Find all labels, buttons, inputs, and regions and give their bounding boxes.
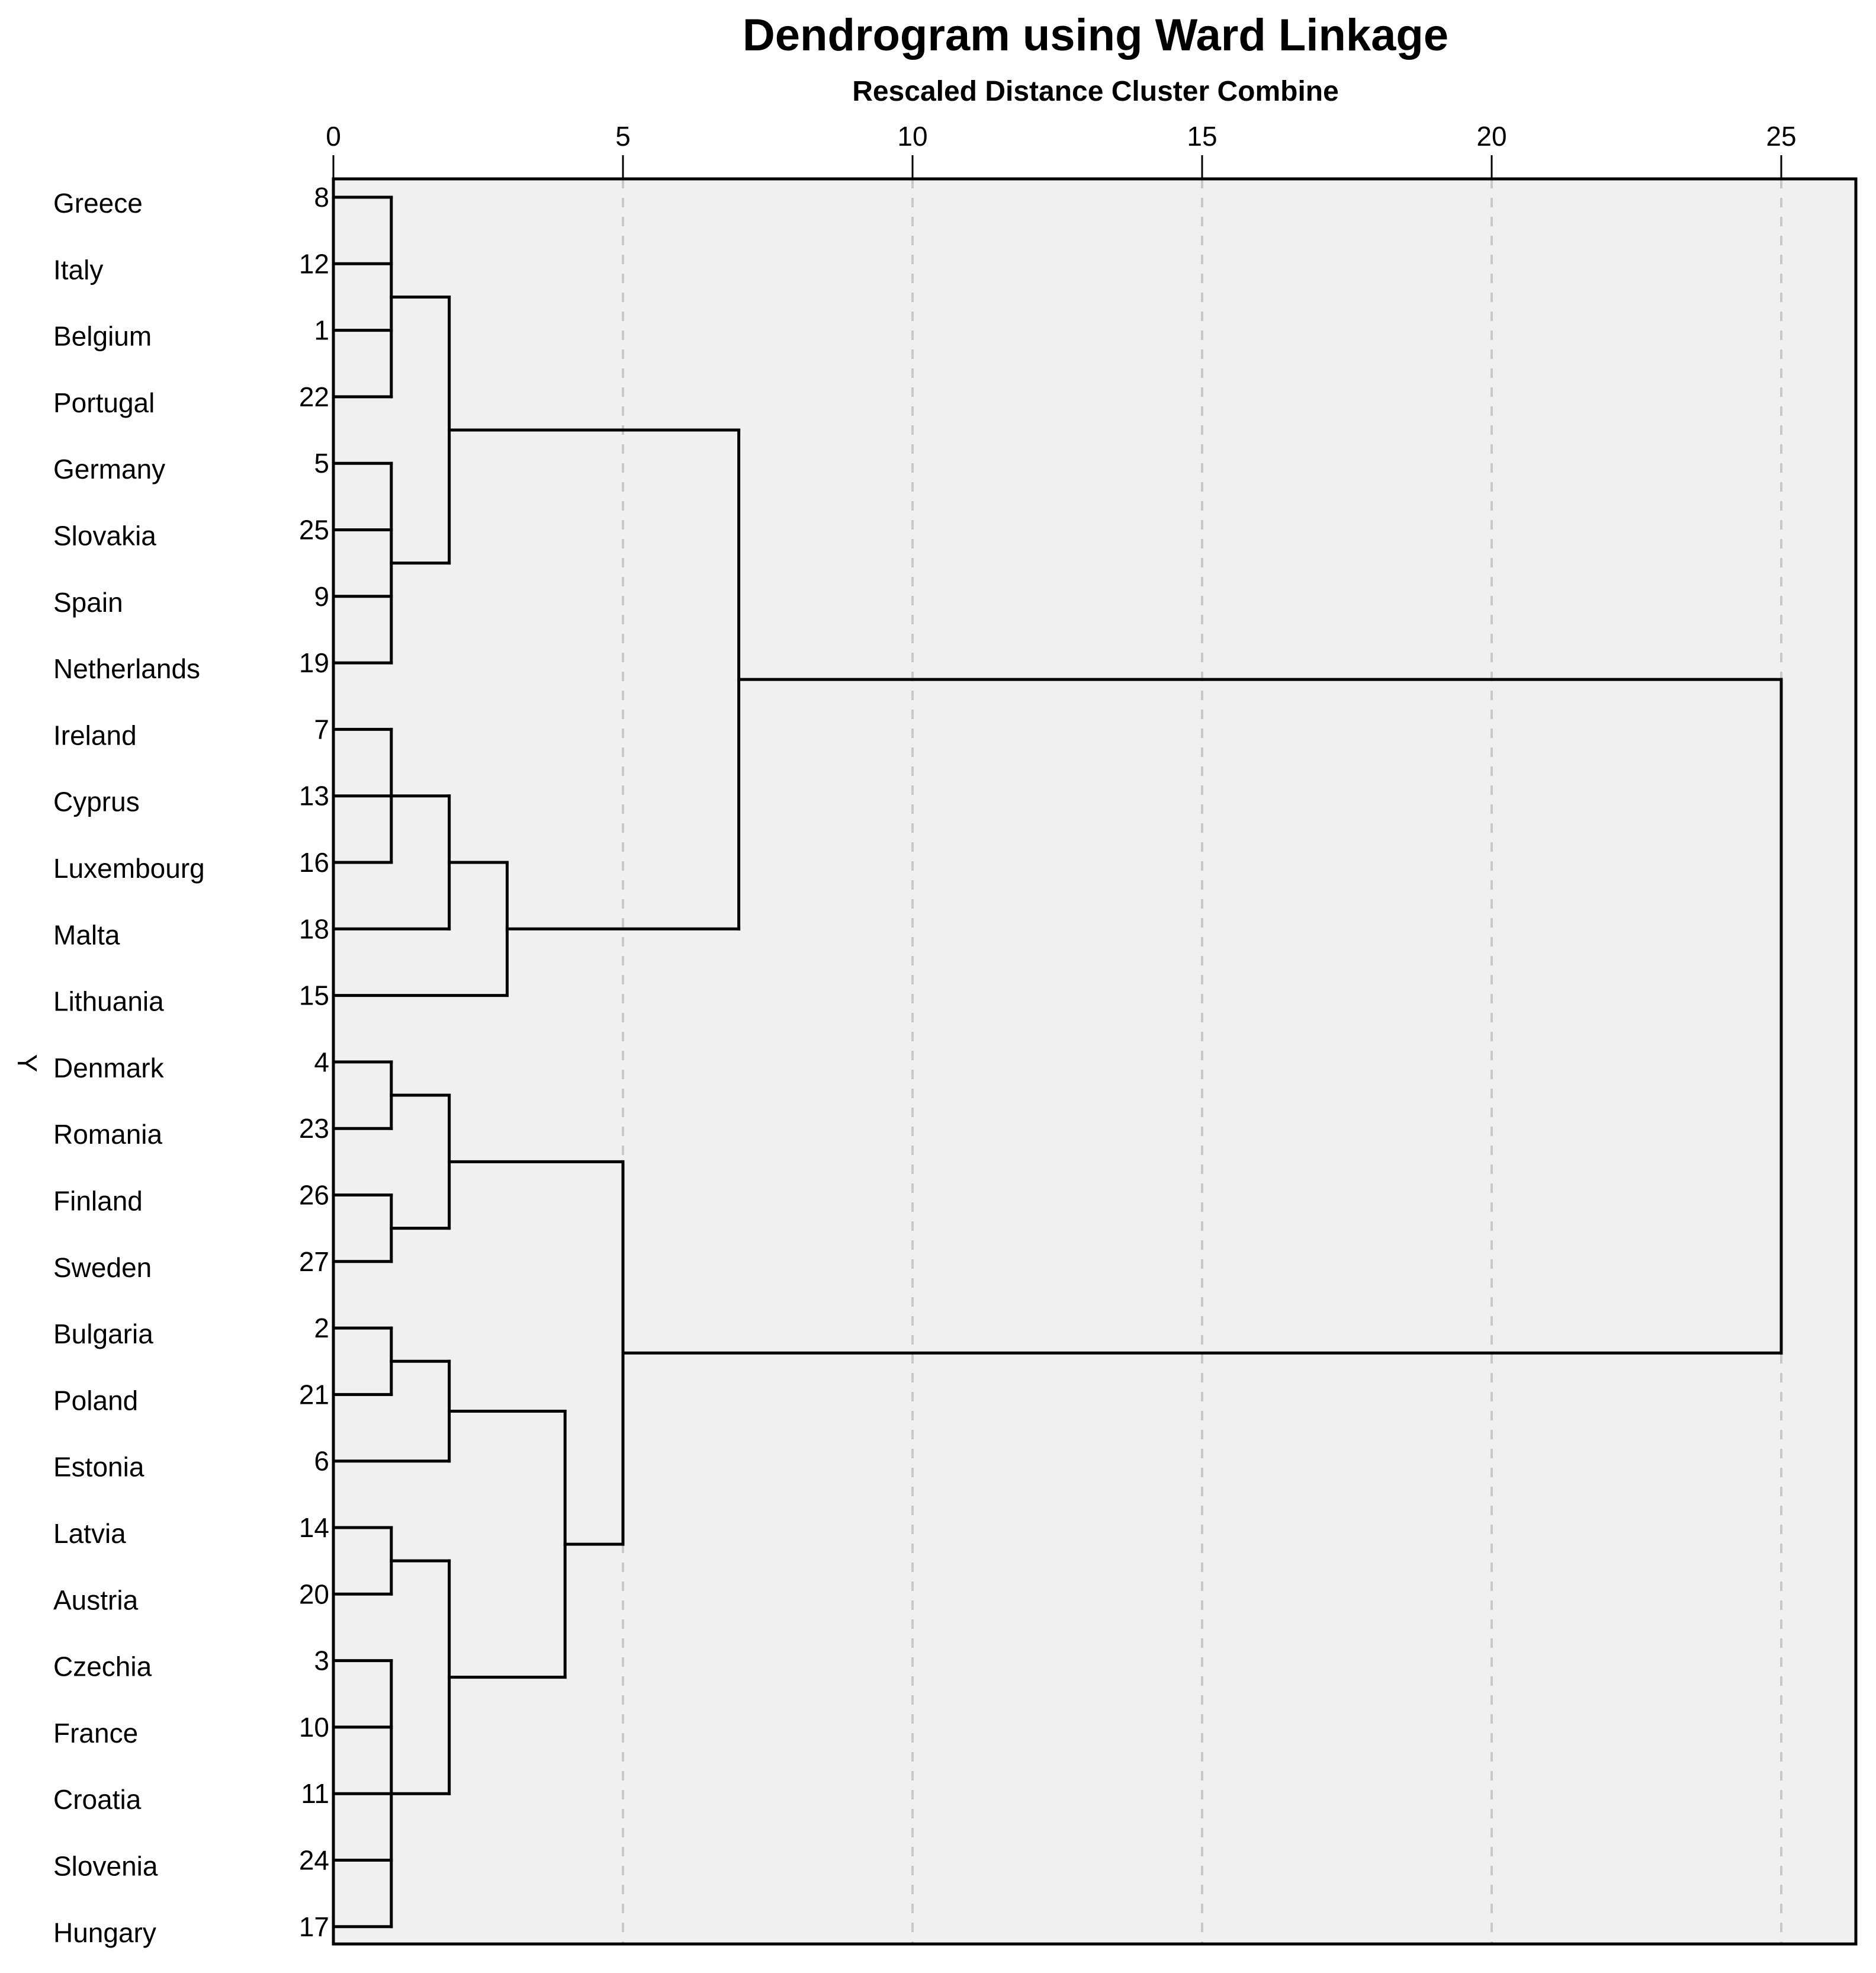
leaf-label: Spain — [53, 587, 123, 618]
leaf-labels: Greece 8 Italy 12 Belgium 1 Portugal 22 Germany 5… — [53, 182, 329, 1948]
case-number: 5 — [314, 448, 329, 479]
case-number: 20 — [299, 1579, 329, 1609]
leaf-label: Greece — [53, 188, 143, 219]
case-number: 8 — [314, 182, 329, 213]
leaf-label: Hungary — [53, 1917, 156, 1948]
leaf-label: Sweden — [53, 1252, 152, 1283]
leaf-label: Portugal — [53, 387, 155, 418]
leaf-label: Croatia — [53, 1784, 142, 1815]
case-number: 22 — [299, 381, 329, 412]
plot-area — [333, 179, 1856, 1944]
case-number: 12 — [299, 248, 329, 279]
case-number: 15 — [299, 980, 329, 1011]
case-number: 25 — [299, 515, 329, 546]
case-number: 26 — [299, 1180, 329, 1211]
leaf-label: Luxembourg — [53, 853, 205, 884]
case-number: 1 — [314, 315, 329, 346]
leaf-label: Belgium — [53, 321, 152, 352]
x-tick-label-5: 5 — [615, 121, 631, 152]
case-number: 13 — [299, 781, 329, 811]
case-number: 11 — [301, 1778, 329, 1809]
case-number: 16 — [299, 847, 329, 878]
leaf-label: Netherlands — [53, 653, 200, 684]
chart-title: Dendrogram using Ward Linkage — [743, 10, 1448, 60]
leaf-label: Malta — [53, 919, 120, 950]
leaf-label: Romania — [53, 1119, 163, 1150]
chart-subtitle: Rescaled Distance Cluster Combine — [852, 76, 1339, 107]
case-number: 10 — [299, 1712, 329, 1743]
x-tick-label-0: 0 — [326, 121, 341, 152]
x-tick-label-20: 20 — [1476, 121, 1506, 152]
case-number: 3 — [314, 1645, 329, 1676]
leaf-label: Bulgaria — [53, 1318, 153, 1349]
leaf-label: Slovenia — [53, 1851, 158, 1882]
case-number: 23 — [299, 1113, 329, 1144]
dendrogram-links — [332, 195, 1783, 1929]
leaf-label: Cyprus — [53, 787, 140, 817]
x-tick-label-25: 25 — [1766, 121, 1796, 152]
leaf-label: France — [53, 1718, 138, 1749]
leaf-label: Denmark — [53, 1053, 165, 1083]
case-number: 27 — [299, 1246, 329, 1277]
x-axis: 0 5 10 15 20 25 — [326, 121, 1797, 179]
leaf-label: Poland — [53, 1385, 138, 1416]
case-number: 9 — [314, 581, 329, 612]
leaf-label: Estonia — [53, 1452, 144, 1483]
case-number: 17 — [299, 1911, 329, 1942]
leaf-label: Latvia — [53, 1518, 126, 1549]
leaf-label: Czechia — [53, 1651, 152, 1682]
leaf-label: Finland — [53, 1186, 143, 1217]
case-number: 21 — [299, 1379, 329, 1410]
leaf-label: Italy — [53, 254, 103, 285]
case-number: 7 — [314, 714, 329, 745]
leaf-label: Lithuania — [53, 986, 164, 1017]
leaf-label: Slovakia — [53, 521, 156, 551]
x-tick-label-10: 10 — [897, 121, 927, 152]
case-number: 4 — [314, 1047, 329, 1077]
leaf-label: Austria — [53, 1584, 139, 1615]
case-number: 24 — [299, 1845, 329, 1876]
x-tick-label-15: 15 — [1187, 121, 1217, 152]
case-number: 19 — [299, 647, 329, 678]
case-number: 18 — [299, 913, 329, 944]
leaf-label: Ireland — [53, 720, 137, 750]
case-number: 6 — [314, 1446, 329, 1477]
case-number: 2 — [314, 1313, 329, 1343]
leaf-label: Germany — [53, 454, 165, 485]
y-axis-label: Y — [12, 1054, 43, 1073]
case-number: 14 — [299, 1512, 329, 1543]
plot-frame — [332, 177, 1858, 1946]
